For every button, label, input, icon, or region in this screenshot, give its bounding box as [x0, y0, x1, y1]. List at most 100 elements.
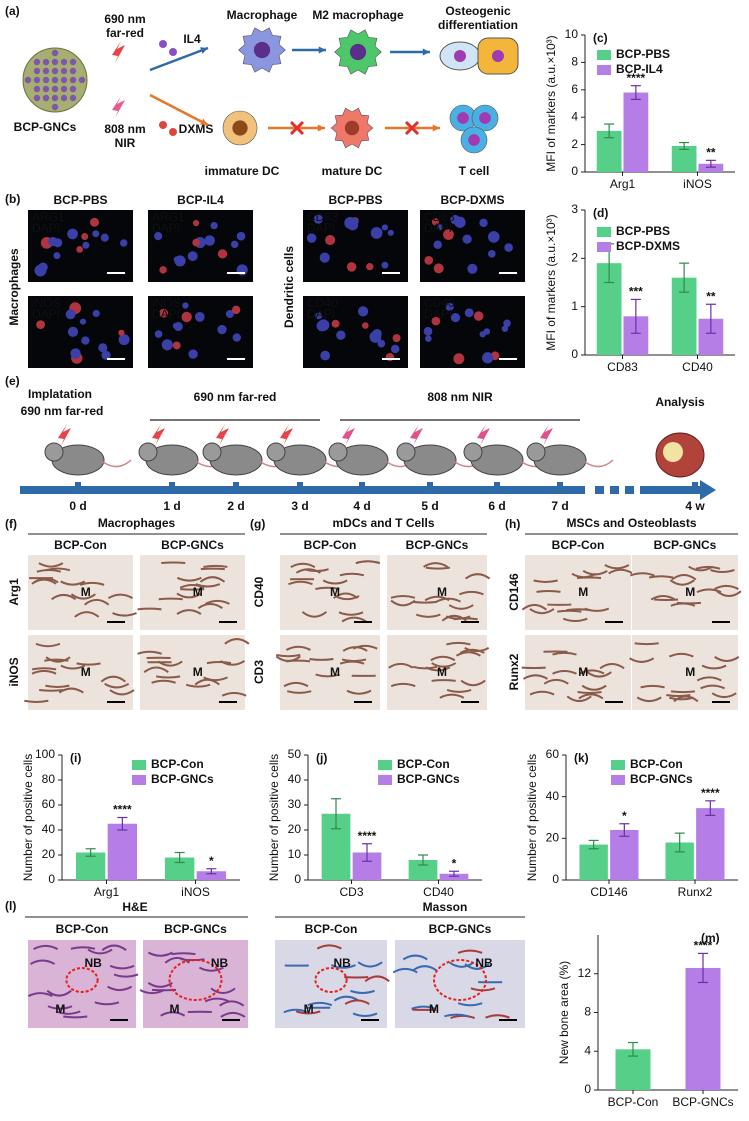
image-fiber [46, 989, 72, 997]
image-cell [437, 224, 444, 231]
legend-label: BCP-Con [630, 757, 683, 771]
image-fiber [275, 655, 301, 662]
x-tick-label: CD3 [339, 885, 363, 899]
image-fiber [634, 642, 659, 646]
label: M [81, 665, 91, 679]
image-fiber [198, 966, 224, 972]
image-fiber [640, 684, 665, 689]
image-fiber [431, 662, 457, 668]
label: 808 nm NIR [427, 390, 493, 404]
panel-label: (j) [316, 751, 327, 765]
image-cell [366, 263, 374, 271]
image-cell [65, 309, 76, 320]
image-cell [172, 322, 179, 329]
nanocage [33, 85, 41, 93]
image-fiber [552, 651, 577, 656]
image-fiber [439, 693, 465, 699]
image-cell [433, 263, 444, 274]
legend-swatch [611, 760, 625, 770]
label: M [685, 585, 695, 599]
image-fiber [342, 646, 368, 652]
image-fiber [113, 973, 139, 978]
y-tick-label: 3 [571, 202, 578, 216]
image-cell [431, 316, 441, 326]
micrograph [521, 555, 634, 630]
significance: ** [706, 289, 716, 303]
image-cell [372, 328, 382, 339]
image-fiber [35, 642, 61, 648]
label: 0 d [69, 499, 86, 513]
bar [164, 857, 195, 880]
image-cell [204, 235, 215, 246]
image-cell [423, 326, 433, 336]
image-fiber [577, 691, 602, 695]
timeline-dash [625, 486, 634, 494]
error-bar [604, 123, 615, 139]
image-fiber [221, 692, 247, 697]
nucleus [232, 120, 248, 136]
tick [427, 482, 433, 490]
error-bar [449, 870, 460, 877]
image-cell [67, 326, 79, 337]
mouse-head [266, 442, 286, 462]
label: 690 nm far-red [21, 404, 104, 418]
image-fiber [176, 609, 202, 615]
image-fiber [696, 588, 722, 594]
micrograph [303, 296, 408, 368]
image-cell [336, 330, 346, 340]
new-bone-outline [433, 959, 487, 1001]
y-tick-label: 20 [42, 847, 56, 861]
image-cell [450, 313, 461, 323]
image-fiber [465, 573, 491, 580]
image-fiber [364, 975, 390, 983]
label: 1 d [163, 499, 180, 513]
image-fiber [322, 579, 348, 585]
label: M [685, 665, 695, 679]
y-tick-label: 50 [288, 747, 302, 761]
label: DAPI [307, 221, 335, 235]
nanocage [51, 94, 59, 102]
micrograph [303, 210, 408, 282]
image-fiber [536, 589, 561, 593]
label: M [578, 665, 588, 679]
image-fiber [579, 669, 605, 675]
x-tick-label: BCP-GNCs [672, 1095, 733, 1109]
image-cell [232, 333, 241, 342]
nanocage [51, 76, 59, 84]
image-cell [482, 352, 494, 364]
image-fiber [423, 562, 449, 568]
image-fiber [100, 675, 126, 683]
image-fiber [107, 985, 133, 992]
image-cell [161, 339, 173, 351]
image-fiber [295, 1010, 321, 1015]
image-fiber [449, 961, 475, 968]
y-axis-label: MFI of markers (a.u.×10³) [544, 214, 558, 350]
image-fiber [460, 679, 486, 687]
label: BCP-PBS [53, 193, 107, 207]
legend-label: BCP-IL4 [616, 62, 663, 76]
nanocage [24, 76, 32, 84]
image-fiber [31, 667, 57, 671]
label: M [437, 585, 447, 599]
image-fiber [203, 676, 228, 682]
x-tick-label: CD83 [607, 360, 638, 374]
image-fiber [224, 638, 250, 645]
image-cell [488, 249, 496, 258]
bar [439, 873, 469, 880]
nucleus [492, 50, 504, 62]
tick [297, 482, 303, 490]
image-fiber [701, 664, 727, 670]
micrograph [521, 635, 631, 710]
label: CD40 [307, 296, 338, 310]
label: BCP-GNCs [161, 538, 224, 552]
image-cell [120, 337, 128, 345]
nanocage [60, 76, 68, 84]
y-tick-label: 6 [571, 82, 578, 96]
legend-label: BCP-Con [151, 757, 204, 771]
image-fiber [357, 961, 383, 968]
image-fiber [390, 682, 416, 688]
label: DAPI [152, 221, 180, 235]
image-fiber [304, 568, 329, 573]
image-cell [464, 308, 474, 318]
error-bar [705, 800, 716, 817]
